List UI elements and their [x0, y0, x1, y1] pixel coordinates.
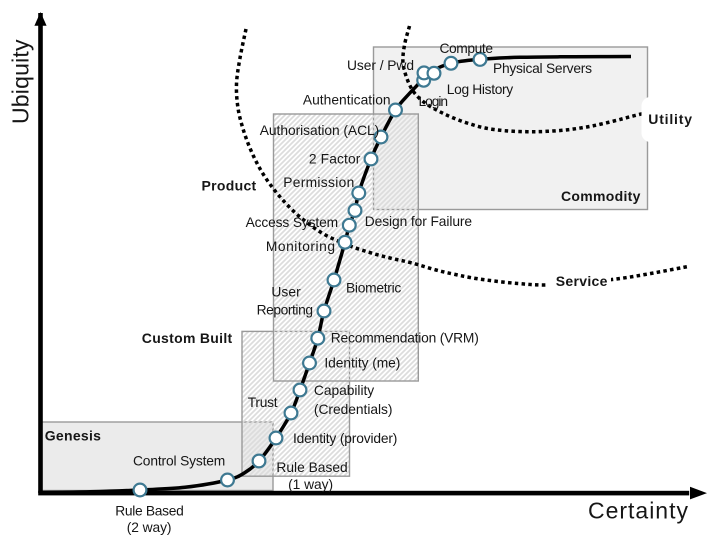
svg-text:Capability: Capability	[314, 383, 374, 398]
svg-text:Access System: Access System	[246, 215, 339, 230]
svg-text:Service: Service	[556, 273, 608, 289]
svg-text:(Credentials): (Credentials)	[314, 402, 393, 417]
svg-text:User: User	[271, 284, 301, 299]
svg-text:Utility: Utility	[648, 111, 693, 127]
svg-text:Login: Login	[419, 94, 449, 109]
svg-text:Physical Servers: Physical Servers	[493, 61, 592, 76]
svg-text:(2 way): (2 way)	[127, 520, 172, 535]
svg-text:Certainty: Certainty	[588, 498, 689, 524]
svg-text:Log History: Log History	[447, 82, 513, 97]
svg-text:(1 way): (1 way)	[288, 477, 333, 492]
svg-text:Authentication: Authentication	[303, 92, 391, 107]
svg-text:Genesis: Genesis	[45, 427, 102, 443]
svg-text:Identity (me): Identity (me)	[324, 355, 400, 370]
svg-text:Ubiquity: Ubiquity	[8, 39, 34, 124]
svg-text:Product: Product	[202, 178, 257, 194]
svg-text:Biometric: Biometric	[346, 280, 401, 295]
svg-text:User / Pwd: User / Pwd	[347, 58, 414, 73]
svg-text:Rule Based: Rule Based	[115, 504, 184, 519]
svg-text:Identity (provider): Identity (provider)	[293, 431, 397, 446]
svg-text:Permission: Permission	[283, 175, 354, 190]
svg-text:Rule Based: Rule Based	[276, 460, 347, 475]
svg-text:Trust: Trust	[248, 395, 278, 410]
svg-text:Recommendation (VRM): Recommendation (VRM)	[331, 331, 479, 346]
svg-text:Monitoring: Monitoring	[266, 239, 335, 254]
svg-text:Reporting: Reporting	[257, 302, 313, 317]
svg-text:Control System: Control System	[133, 453, 225, 468]
svg-text:2 Factor: 2 Factor	[309, 152, 361, 167]
svg-text:Authorisation (ACL): Authorisation (ACL)	[260, 123, 379, 138]
svg-text:Compute: Compute	[440, 41, 494, 56]
svg-text:Commodity: Commodity	[561, 188, 641, 204]
svg-text:Custom Built: Custom Built	[142, 330, 233, 346]
svg-text:Design for Failure: Design for Failure	[365, 214, 473, 229]
